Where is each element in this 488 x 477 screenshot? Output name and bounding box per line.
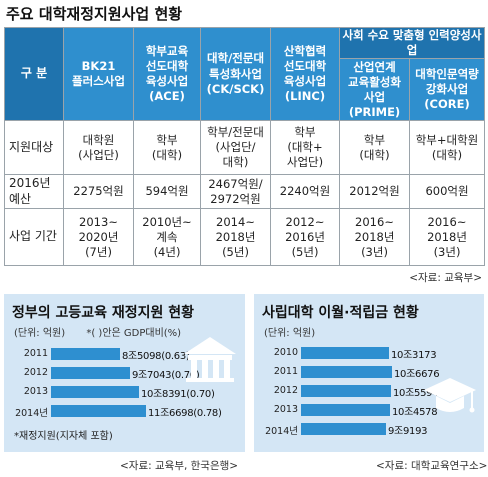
table-corner-header: 구 분 (4, 26, 64, 122)
row-label-target: 지원대상 (4, 120, 64, 176)
table-cell: 학부 (대학+ 사업단) (270, 120, 340, 176)
table-row: 사업 기간 2013~ 2020년 (7년) 2010년~ 계속 (4년) 2014~ 201… (4, 208, 485, 267)
ratio-note: *( )안은 GDP대비(%) (86, 328, 182, 339)
bar (51, 367, 130, 379)
bar-row: 2011 10조6676 (254, 364, 484, 380)
table-cell: 2010년~ 계속 (4년) (133, 208, 201, 267)
table-cell: 2275억원 (63, 174, 134, 210)
bar-value-label: 10조5594 (393, 388, 439, 399)
table-cell: 2013~ 2020년 (7년) (63, 208, 134, 267)
bar-category-label: 2014년 (265, 426, 298, 437)
table-cell: 학부 (대학) (339, 120, 410, 176)
bar-value-label: 11조6698(0.78) (148, 408, 222, 419)
building-icon (184, 337, 236, 382)
bar (301, 347, 389, 359)
bar-value-label: 10조6676 (394, 369, 440, 380)
bar-category-label: 2013 (273, 404, 298, 415)
table-cell: 594억원 (133, 174, 201, 210)
chart-panel-funding: 정부의 고등교육 재정지원 현황 (단위: 억원) *( )안은 GDP대비(%… (4, 294, 245, 452)
table-cell: 2012~ 2016년 (5년) (270, 208, 340, 267)
table-cell: 학부/전문대 (사업단/대학) (200, 120, 271, 176)
table-cell: 2240억원 (270, 174, 340, 210)
bar-value-label: 10조4578 (392, 407, 438, 418)
bar-category-label: 2011 (273, 366, 298, 377)
bar-row: 2013 10조4578 (254, 402, 484, 418)
bar-value-label: 9조7043(0.70) (132, 370, 200, 381)
bar-value-label: 10조3173 (391, 350, 437, 361)
chart-title: 정부의 고등교육 재정지원 현황 (12, 305, 195, 321)
program-table: 구 분 BK21 플러스사업 학부교육 선도대학 육성사업 (ACE) 대학/전문대 특성… (4, 26, 485, 267)
table-row: 2016년 예산 2275억원 594억원 2467억원/2972억원 2240억원 2… (4, 174, 485, 210)
col-header-linc: 산학협력 선도대학 육성사업 (LINC) (270, 26, 340, 122)
bar-row: 2012 10조5594 (254, 383, 484, 399)
table-source: <자료: 교육부> (409, 272, 482, 284)
table-cell: 2016~ 2018년 (3년) (339, 208, 410, 267)
bar-row: 2012 9조7043(0.70) (4, 365, 245, 381)
graduation-cap-icon (424, 378, 476, 413)
col-header-ck: 대학/전문대 특성화사업 (CK/SCK) (200, 26, 271, 122)
col-header-prime: 산업연계 교육활성화 사업 (PRIME) (339, 58, 410, 122)
table-cell: 600억원 (409, 174, 485, 210)
col-header-core: 대학인문역량 강화사업 (CORE) (409, 58, 485, 122)
bar-row: 2010 10조3173 (254, 345, 484, 361)
bar-row: 2014년 9조9193 (254, 421, 484, 437)
chart-footnote: *재정지원(지자체 포함) (14, 431, 113, 442)
group-header: 사회 수요 맞춤형 인력양성사업 (339, 26, 485, 60)
bar-value-label: 9조9193 (388, 426, 428, 437)
table-cell: 학부+대학원 (대학) (409, 120, 485, 176)
chart-title: 사립대학 이월·적립금 현황 (262, 305, 419, 321)
col-header-bk21: BK21 플러스사업 (63, 26, 134, 122)
chart-unit: (단위: 억원) (264, 328, 316, 339)
table-cell: 학부 (대학) (133, 120, 201, 176)
table-cell: 2467억원/2972억원 (200, 174, 271, 210)
table-cell: 2012억원 (339, 174, 410, 210)
bar-category-label: 2011 (23, 348, 48, 359)
bar-value-label: 8조5098(0.63) (122, 351, 190, 362)
chart-source-left: <자료: 교육부, 한국은행> (120, 460, 239, 472)
row-label-period: 사업 기간 (4, 208, 64, 267)
chart-panel-reserve: 사립대학 이월·적립금 현황 (단위: 억원) 2010 10조3173 2011 1… (254, 294, 484, 452)
table-cell: 2016~ 2018년 (3년) (409, 208, 485, 267)
bar-category-label: 2012 (23, 367, 48, 378)
unit-label: (단위: 억원) (14, 328, 66, 339)
table-cell: 2014~ 2018년 (5년) (200, 208, 271, 267)
row-label-budget: 2016년 예산 (4, 174, 64, 210)
bar-category-label: 2010 (273, 347, 298, 358)
bar (51, 348, 120, 360)
col-header-ace: 학부교육 선도대학 육성사업 (ACE) (133, 26, 201, 122)
table-cell: 대학원 (사업단) (63, 120, 134, 176)
bar-category-label: 2014년 (15, 408, 48, 419)
main-title: 주요 대학재정지원사업 현황 (6, 5, 183, 23)
bar (301, 404, 390, 416)
bar-category-label: 2013 (23, 386, 48, 397)
chart-source-right: <자료: 대학교육연구소> (376, 460, 488, 472)
bar-value-label: 10조8391(0.70) (141, 389, 215, 400)
bar (51, 386, 139, 398)
bar-row: 2013 10조8391(0.70) (4, 384, 245, 400)
bar (51, 405, 146, 417)
bar-row: 2014년 11조6698(0.78) (4, 403, 245, 419)
chart-unit: (단위: 억원) *( )안은 GDP대비(%) (14, 324, 181, 339)
bar (301, 385, 391, 397)
bar-category-label: 2012 (273, 385, 298, 396)
bar-row: 2011 8조5098(0.63) (4, 346, 245, 362)
bar (301, 423, 386, 435)
bar (301, 366, 392, 378)
table-row: 지원대상 대학원 (사업단) 학부 (대학) 학부/전문대 (사업단/대학) 학부 (대학+… (4, 120, 485, 176)
